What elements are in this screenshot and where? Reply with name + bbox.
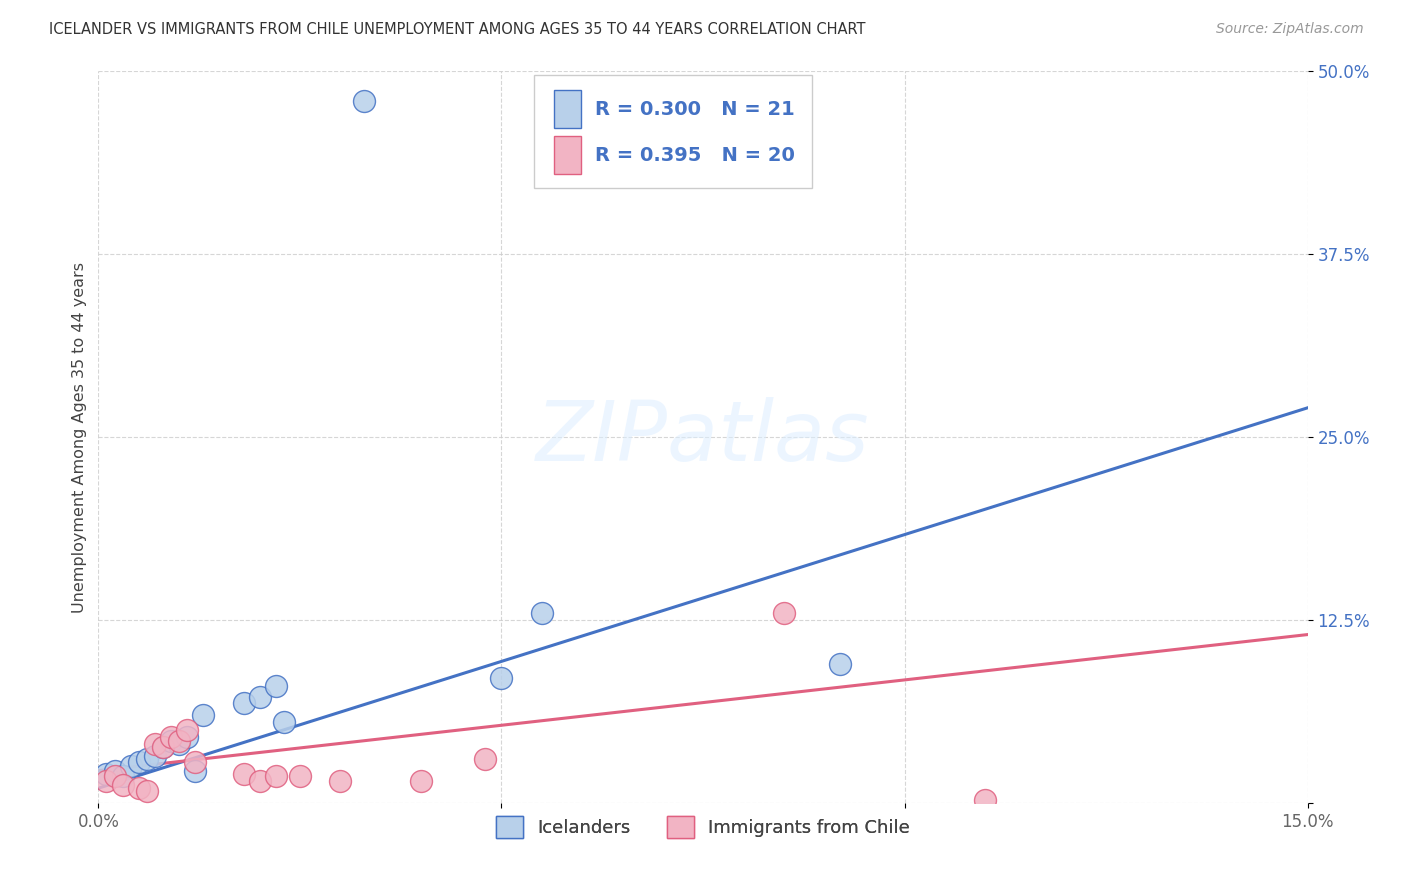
Point xyxy=(176,730,198,744)
Point xyxy=(273,715,295,730)
Point xyxy=(249,690,271,705)
Point xyxy=(167,734,190,748)
Text: R = 0.300   N = 21: R = 0.300 N = 21 xyxy=(595,100,796,119)
Point xyxy=(264,679,287,693)
Point xyxy=(152,740,174,755)
Point xyxy=(232,766,254,780)
Point xyxy=(96,773,118,788)
Point xyxy=(288,769,311,783)
Point xyxy=(772,606,794,620)
Point xyxy=(160,734,183,748)
Text: ZIPatlas: ZIPatlas xyxy=(536,397,870,477)
Point xyxy=(152,740,174,755)
Point xyxy=(111,769,134,783)
FancyBboxPatch shape xyxy=(534,75,811,188)
Point xyxy=(128,781,150,796)
Point xyxy=(128,755,150,769)
Y-axis label: Unemployment Among Ages 35 to 44 years: Unemployment Among Ages 35 to 44 years xyxy=(72,261,87,613)
Point xyxy=(120,759,142,773)
Point xyxy=(143,749,166,764)
Point xyxy=(409,773,432,788)
Point xyxy=(135,752,157,766)
Point xyxy=(143,737,166,751)
Point xyxy=(160,730,183,744)
Point xyxy=(135,784,157,798)
Point xyxy=(828,657,851,671)
Point xyxy=(474,752,496,766)
Point xyxy=(249,773,271,788)
Point xyxy=(184,764,207,778)
Text: ICELANDER VS IMMIGRANTS FROM CHILE UNEMPLOYMENT AMONG AGES 35 TO 44 YEARS CORREL: ICELANDER VS IMMIGRANTS FROM CHILE UNEMP… xyxy=(49,22,866,37)
Point xyxy=(184,755,207,769)
Point xyxy=(329,773,352,788)
Point xyxy=(111,778,134,792)
Point xyxy=(353,94,375,108)
FancyBboxPatch shape xyxy=(554,136,581,175)
Point xyxy=(491,672,513,686)
Point xyxy=(176,723,198,737)
Legend: Icelanders, Immigrants from Chile: Icelanders, Immigrants from Chile xyxy=(489,808,917,845)
Point xyxy=(530,606,553,620)
Point xyxy=(232,696,254,710)
Point xyxy=(103,769,125,783)
Text: R = 0.395   N = 20: R = 0.395 N = 20 xyxy=(595,146,796,165)
Text: Source: ZipAtlas.com: Source: ZipAtlas.com xyxy=(1216,22,1364,37)
Point xyxy=(103,764,125,778)
FancyBboxPatch shape xyxy=(554,90,581,128)
Point xyxy=(264,769,287,783)
Point xyxy=(167,737,190,751)
Point xyxy=(193,708,215,723)
Point xyxy=(96,766,118,780)
Point xyxy=(974,793,997,807)
